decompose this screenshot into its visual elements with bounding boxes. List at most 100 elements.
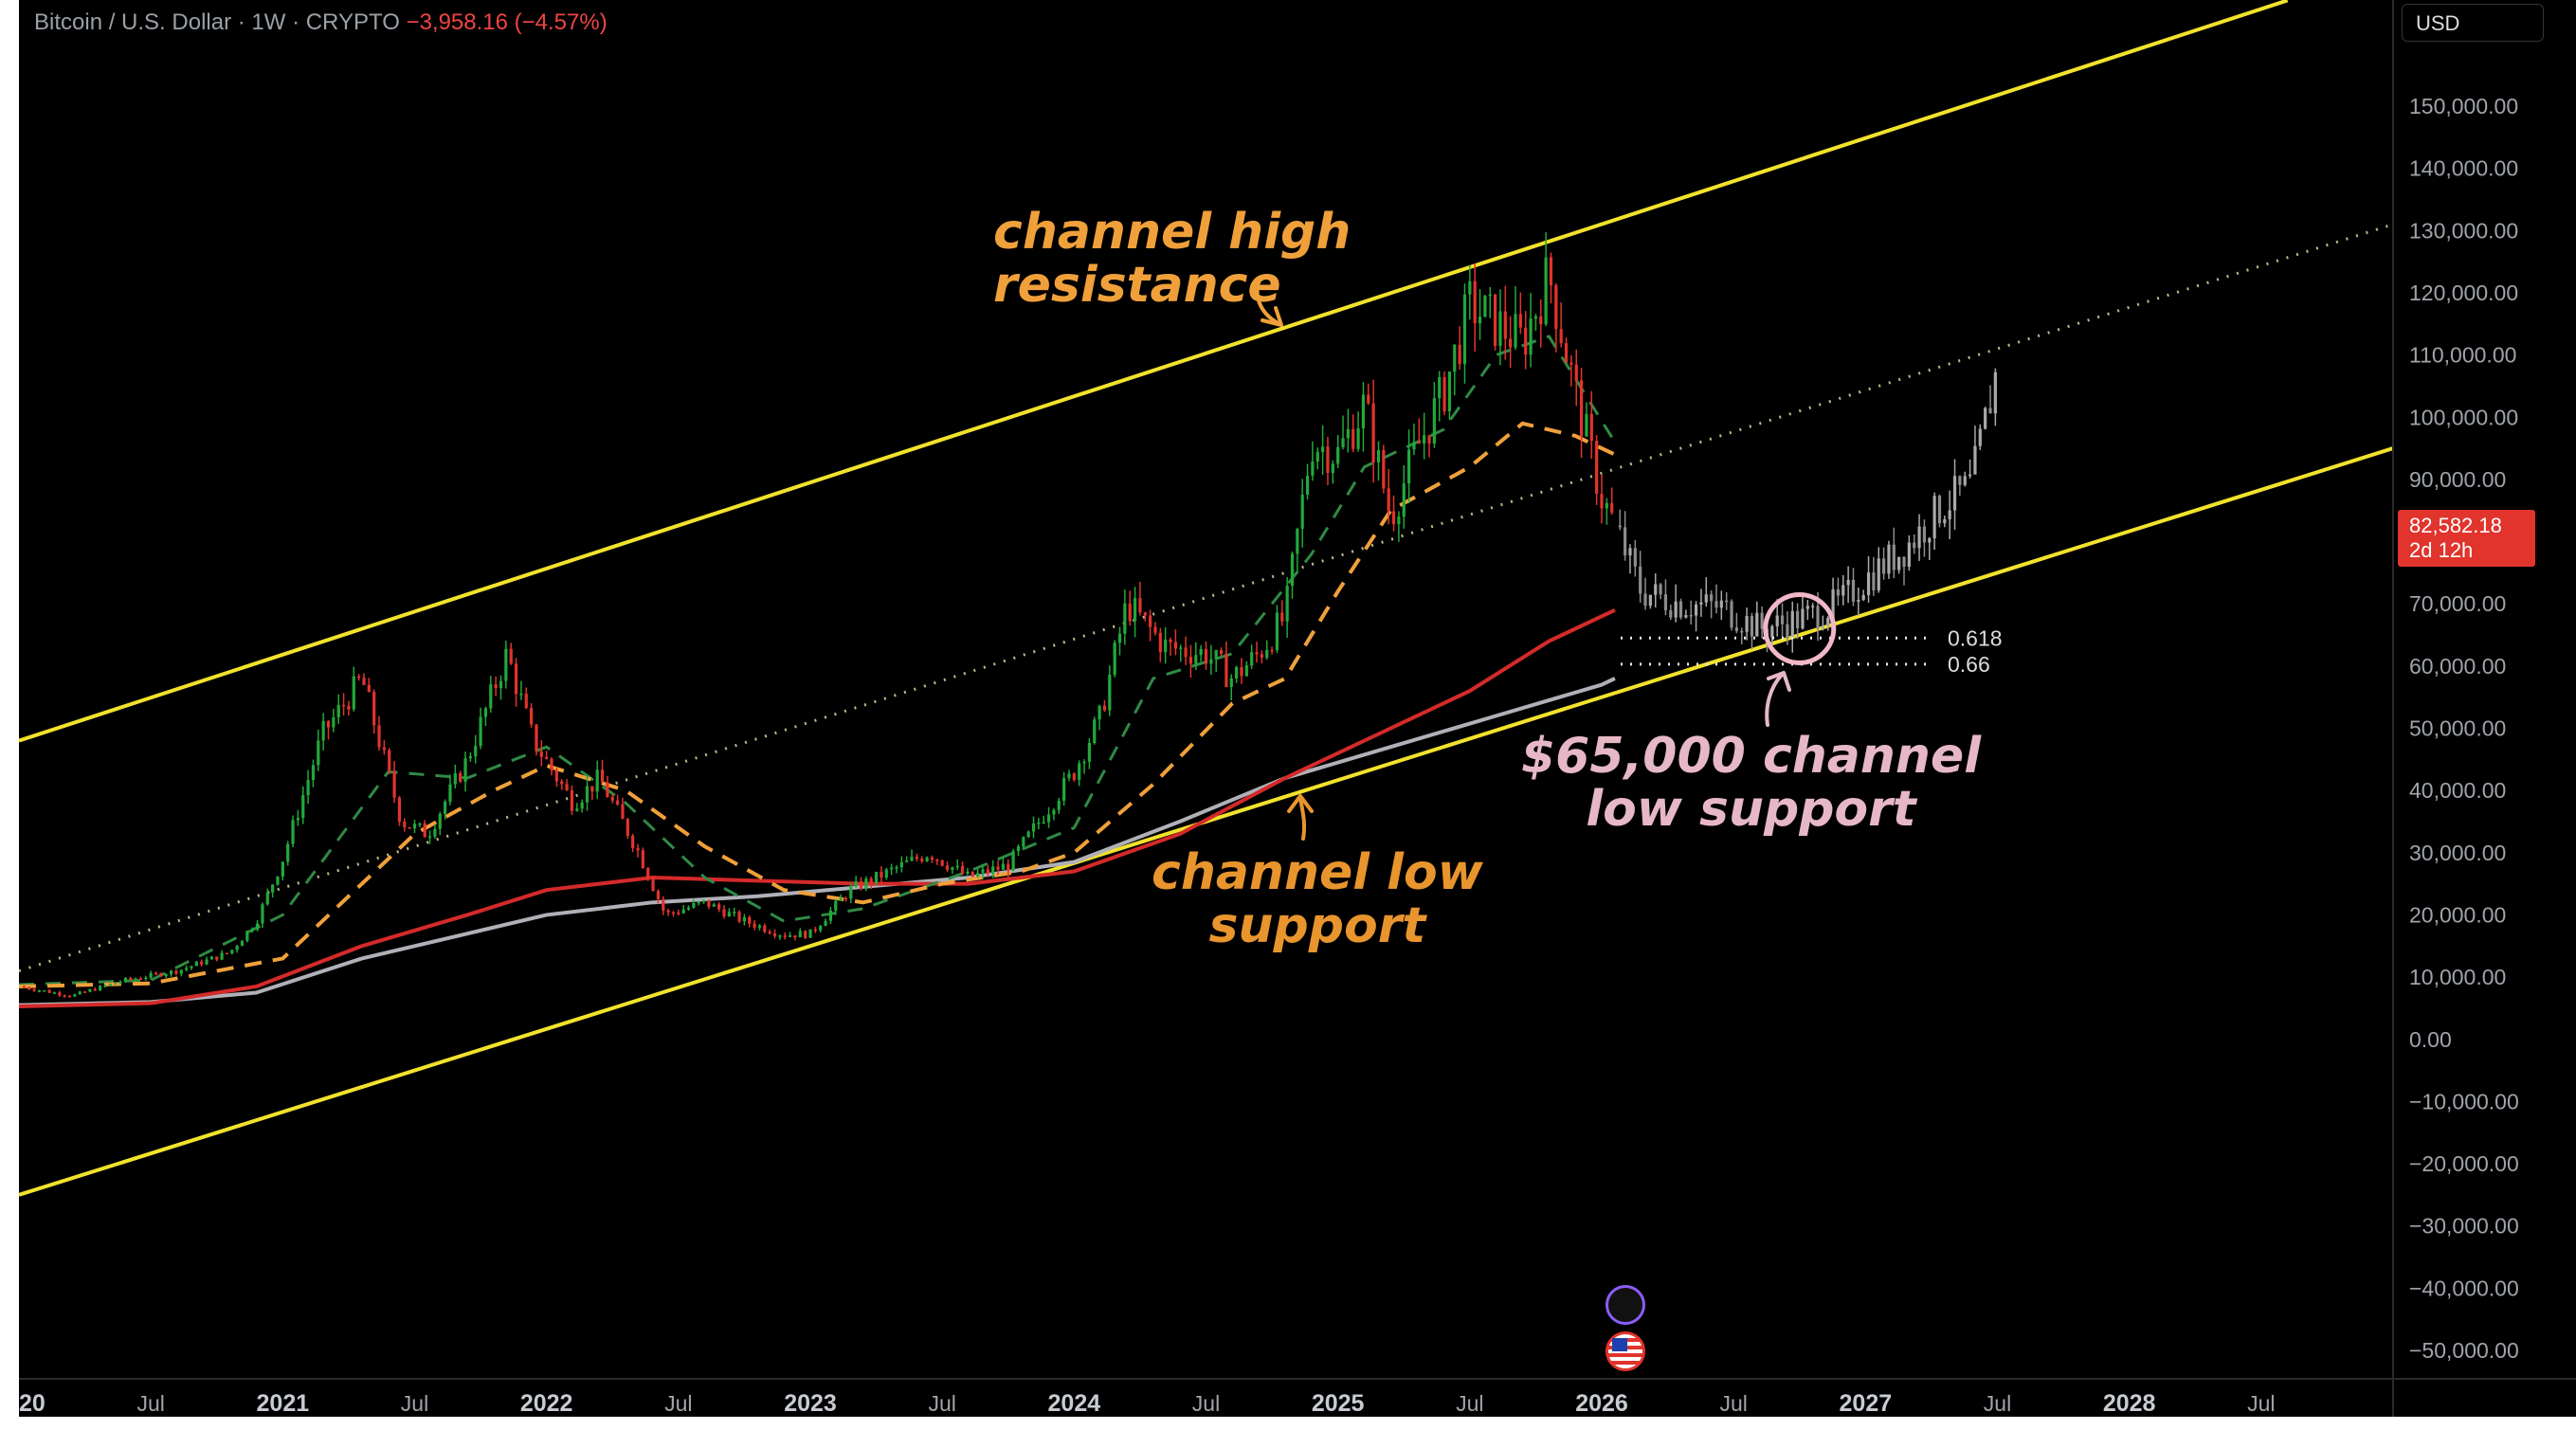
price-candle [626,819,629,837]
price-candle [220,952,224,960]
price-candle [103,985,107,987]
price-candle [1244,665,1248,677]
y-tick-label: 40,000.00 [2409,778,2506,803]
projection-candle [1968,474,1972,477]
us-flag-icon[interactable] [1605,1331,1645,1371]
price-candle [1585,413,1588,437]
price-candle [1250,652,1254,666]
price-candle [412,824,417,829]
projection-candle [1932,496,1936,539]
price-candle [261,904,264,924]
price-candle [1001,863,1006,870]
y-tick-label: −40,000.00 [2409,1276,2519,1300]
price-candle [651,878,655,892]
price-candle [1574,364,1578,381]
projection-candle [1872,572,1876,590]
projection-candle [1831,588,1835,619]
price-candle [22,986,26,988]
price-candle [753,923,756,928]
projection-candle [1659,584,1662,595]
projection-candle [1988,407,1992,414]
projection-candle [1973,445,1977,475]
price-candle [463,758,467,782]
projection-candle [1816,606,1820,629]
projection-candle [1851,579,1856,602]
price-candle [129,977,133,980]
price-candle [960,865,965,875]
x-tick-label: 2025 [1312,1390,1365,1417]
price-candle [585,786,590,803]
spark-icon[interactable] [1605,1285,1645,1325]
x-tick-label: 2024 [1048,1390,1101,1417]
price-candle [311,765,316,781]
x-tick-label: Jul [1984,1391,2011,1416]
price-candle [230,950,234,954]
price-candle [1143,612,1147,616]
price-candle [1275,612,1279,651]
price-candle [631,836,635,849]
price-candle [114,983,118,985]
symbol-label[interactable]: Bitcoin / U.S. Dollar · 1W · CRYPTO [34,9,400,35]
currency-selector[interactable]: USD [2402,4,2544,42]
price-candle [1326,446,1330,474]
price-candle [1336,446,1340,464]
price-candle [1321,446,1325,453]
price-candle [37,990,42,992]
price-candle [1453,344,1457,372]
price-candle [1488,294,1492,297]
projection-candle [1943,518,1947,524]
projection-candle [1745,616,1749,632]
projection-candle [1902,556,1906,568]
price-candle [1311,462,1315,477]
projection-candle [1846,579,1850,586]
price-candle [1402,483,1406,517]
price-candle [235,946,239,950]
price-candle [976,873,980,877]
price-candle [1082,761,1086,764]
price-candle [1610,502,1614,513]
price-candle [1219,650,1224,654]
price-candle [185,968,189,970]
price-candle [621,804,625,820]
price-candle [1113,643,1116,676]
price-candle [945,865,950,870]
y-tick-label: 0.00 [2409,1027,2452,1052]
price-candle [798,931,802,938]
price-candle [1199,648,1203,656]
projection-candle [1710,594,1714,602]
price-candle [813,929,817,932]
highlight-circle [1763,591,1837,665]
price-candle [610,797,614,801]
price-candle [1447,371,1452,411]
x-tick-label: Jul [2247,1391,2275,1416]
ma-orange-line [19,421,1616,988]
price-candle [255,923,260,930]
price-candle [1589,413,1593,442]
price-candle [1533,316,1538,319]
price-candle [397,797,402,823]
price-candle [1579,380,1584,437]
y-tick-label: 20,000.00 [2409,902,2506,927]
y-tick-label: 120,000.00 [2409,281,2518,305]
price-candle [839,897,843,901]
x-tick-label: Jul [136,1391,164,1416]
projection-candle [1861,595,1865,600]
fib-level-label: 0.618 [1948,625,2003,650]
y-tick-label: −30,000.00 [2409,1214,2519,1239]
price-candle [306,780,310,796]
price-candle [778,935,782,937]
price-candle [494,684,498,689]
y-tick-label: 100,000.00 [2409,405,2518,429]
bar-countdown: 2d 12h [2409,538,2474,562]
price-candle [1569,362,1573,365]
price-candle [748,916,752,924]
price-candle [43,990,46,992]
price-candle [47,990,51,993]
price-candle [681,909,685,914]
price-candle [1255,652,1259,655]
price-candle [1133,598,1137,622]
projection-candle [1694,604,1698,616]
price-candle [1037,823,1041,824]
projection-candle [1786,624,1789,639]
